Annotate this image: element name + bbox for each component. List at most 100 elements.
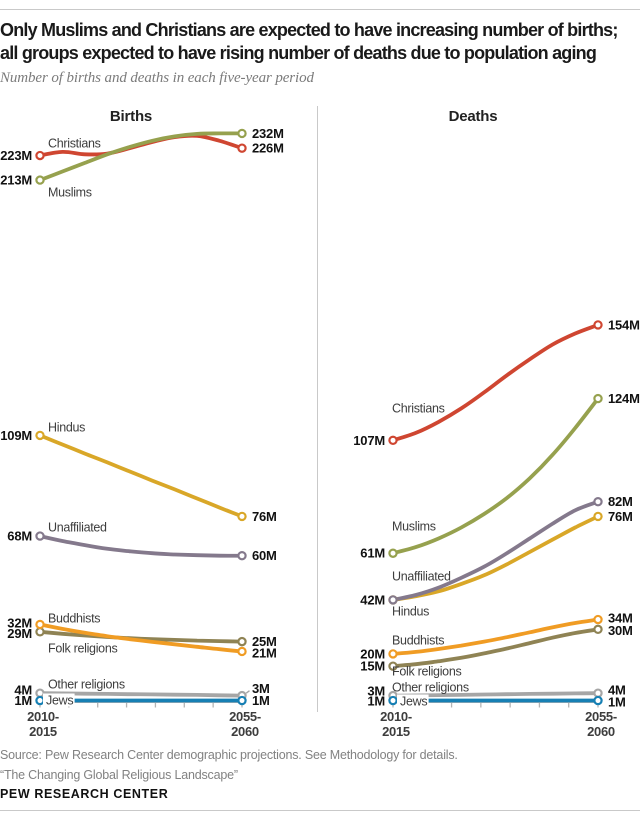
deaths-muslims-end-value-label: 124M: [608, 391, 640, 406]
births-other-name-label: Other religions: [48, 678, 125, 692]
births-muslims-start-marker: [35, 175, 45, 185]
deaths-other-start-value-label: 3M: [367, 684, 385, 699]
deaths-x-label-last-line2: 2060: [587, 724, 615, 739]
deaths-hindus-line: [391, 514, 600, 602]
deaths-folk-line: [391, 627, 600, 669]
deaths-x-label-first-line2: 2015: [382, 724, 410, 739]
deaths-folk-name-label: Folk religions: [392, 665, 461, 679]
births-jews-end-marker: [237, 695, 247, 706]
deaths-buddhists-end-value-label: 34M: [608, 611, 633, 626]
births-x-label-last-line1: 2055-: [229, 709, 261, 724]
deaths-christians-end-marker: [593, 320, 603, 330]
births-x-label-last-line2: 2060: [231, 724, 259, 739]
deaths-christians-start-value-label: 107M: [353, 433, 385, 448]
deaths-christians-start-marker: [388, 435, 398, 446]
births-buddhists-name-label: Buddhists: [48, 612, 100, 626]
births-muslims-end-marker: [237, 128, 247, 139]
deaths-hindus-name-label: Hindus: [392, 605, 429, 619]
births-jews-end-value-label: 1M: [252, 693, 270, 708]
births-unaffiliated-end-value-label: 60M: [252, 548, 277, 563]
source-line1: Source: Pew Research Center demographic …: [0, 748, 458, 762]
pew-research-center-wordmark: PEW RESEARCH CENTER: [0, 787, 169, 801]
deaths-x-label-last-line1: 2055-: [585, 709, 617, 724]
births-folk-name-label: Folk religions: [48, 642, 117, 656]
births-christians-end-value-label: 226M: [252, 141, 284, 156]
deaths-unaffiliated-name-label: Unaffiliated: [392, 570, 451, 584]
deaths-muslims-start-marker: [388, 548, 398, 558]
births-christians-end-marker: [237, 143, 247, 153]
births-muslims-end-value-label: 232M: [252, 126, 284, 141]
births-unaffiliated-end-marker: [237, 551, 247, 561]
deaths-unaffiliated-start-value-label: 42M: [360, 592, 385, 607]
births-muslims-start-value-label: 213M: [0, 173, 32, 188]
births-other-start-value-label: 4M: [14, 683, 32, 698]
deaths-x-label-first-line1: 2010-: [380, 709, 412, 724]
births-folk-start-value-label: 29M: [7, 626, 32, 641]
deaths-folk-start-value-label: 15M: [360, 659, 385, 674]
chart-title-line2: all groups expected to have rising numbe…: [0, 42, 597, 63]
births-jews-name-label-bg: [43, 693, 75, 707]
deaths-christians-name-label: Christians: [392, 402, 445, 416]
births-hindus-line: [38, 433, 244, 519]
births-muslims-line: [38, 131, 244, 182]
deaths-muslims-name-label: Muslims: [392, 520, 436, 534]
chart-title-line1: Only Muslims and Christians are expected…: [0, 20, 618, 40]
deaths-buddhists-end-marker: [593, 614, 603, 625]
deaths-folk-end-value-label: 30M: [608, 623, 633, 638]
source-note: Source: Pew Research Center demographic …: [0, 745, 640, 785]
births-christians-start-marker: [35, 150, 45, 161]
births-unaffiliated-line: [38, 534, 244, 558]
deaths-muslims-line: [391, 396, 600, 556]
births-x-label-first-line2: 2015: [29, 724, 57, 739]
births-other-label-leader: [245, 690, 250, 694]
deaths-christians-end-value-label: 154M: [608, 317, 640, 332]
deaths-unaffiliated-end-marker: [593, 496, 603, 507]
births-panel-title: Births: [110, 108, 152, 125]
deaths-hindus-end-marker: [593, 511, 603, 522]
births-christians-start-value-label: 223M: [0, 148, 32, 163]
births-folk-end-value-label: 25M: [252, 634, 277, 649]
deaths-other-name-label: Other religions: [392, 681, 469, 695]
deaths-jews-start-value-label: 1M: [367, 694, 385, 709]
births-hindus-start-marker: [35, 430, 45, 441]
births-hindus-name-label: Hindus: [48, 421, 85, 435]
deaths-buddhists-line: [391, 617, 600, 656]
births-hindus-start-value-label: 109M: [0, 428, 32, 443]
births-buddhists-end-value-label: 21M: [252, 645, 277, 660]
chart-subtitle: Number of births and deaths in each five…: [0, 70, 314, 86]
births-buddhists-start-marker: [35, 619, 45, 630]
deaths-unaffiliated-start-marker: [388, 595, 398, 605]
births-buddhists-line: [38, 622, 244, 654]
deaths-jews-name-label: Jews: [400, 695, 427, 709]
births-unaffiliated-start-value-label: 68M: [7, 529, 32, 544]
births-muslims-name-label: Muslims: [48, 186, 92, 200]
births-hindus-end-value-label: 76M: [252, 509, 277, 524]
births-jews-name-label: Jews: [46, 694, 73, 708]
deaths-buddhists-start-marker: [388, 649, 398, 659]
deaths-unaffiliated-end-value-label: 82M: [608, 494, 633, 509]
births-jews-start-marker: [35, 695, 45, 706]
deaths-unaffiliated-line: [391, 499, 600, 602]
births-buddhists-start-value-label: 32M: [7, 615, 32, 630]
births-folk-start-marker: [35, 627, 45, 637]
deaths-buddhists-start-value-label: 20M: [360, 646, 385, 661]
top-divider-rule: [0, 9, 640, 10]
chart-title: Only Muslims and Christians are expected…: [0, 19, 640, 64]
deaths-other-end-marker: [593, 688, 603, 698]
births-folk-end-marker: [237, 636, 247, 647]
deaths-other-end-value-label: 4M: [608, 683, 626, 698]
births-x-label-first-line1: 2010-: [27, 709, 59, 724]
deaths-jews-end-value-label: 1M: [608, 695, 626, 710]
births-jews-start-value-label: 1M: [14, 693, 32, 708]
deaths-muslims-start-value-label: 61M: [360, 546, 385, 561]
deaths-jews-start-marker: [388, 695, 398, 706]
deaths-jews-name-label-bg: [397, 694, 429, 708]
births-christians-name-label: Christians: [48, 137, 101, 151]
deaths-folk-end-marker: [593, 624, 603, 635]
deaths-hindus-end-value-label: 76M: [608, 509, 633, 524]
deaths-jews-end-marker: [593, 695, 603, 706]
deaths-buddhists-name-label: Buddhists: [392, 634, 444, 648]
births-unaffiliated-name-label: Unaffiliated: [48, 521, 107, 535]
